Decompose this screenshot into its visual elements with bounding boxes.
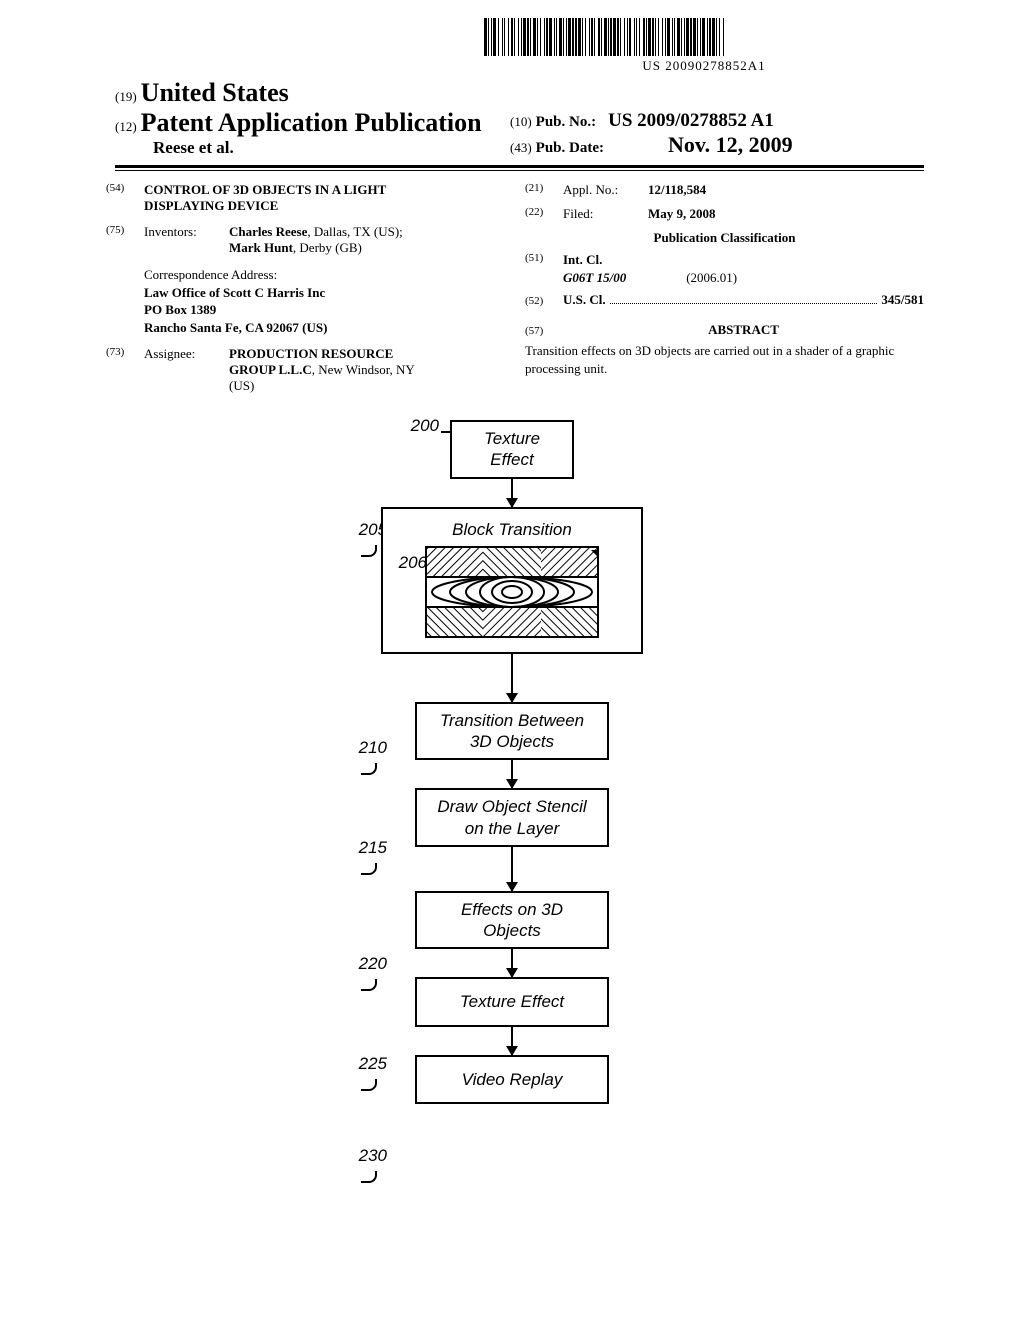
correspondence-1: Law Office of Scott C Harris Inc [144, 285, 325, 300]
barcode-block: US 20090278852A1 [484, 18, 924, 74]
inventor-2-name: Mark Hunt [229, 240, 293, 255]
inventors-list: Charles Reese, Dallas, TX (US); Mark Hun… [229, 224, 403, 256]
box-230: Video Replay [415, 1055, 609, 1104]
code-12: (12) [115, 119, 137, 134]
header-right: (10) Pub. No.: US 2009/0278852 A1 (43) P… [510, 110, 793, 158]
box-200: Texture Effect [450, 420, 574, 479]
patent-page: US 20090278852A1 (19) United States (12)… [0, 0, 1024, 1320]
code-21: (21) [525, 182, 563, 198]
arrow-icon [511, 949, 513, 977]
correspondence-label: Correspondence Address: [144, 267, 277, 282]
abstract-title: ABSTRACT [563, 322, 924, 338]
correspondence-2: PO Box 1389 [144, 302, 216, 317]
arrow-icon [511, 479, 513, 507]
box-205-title: Block Transition [397, 519, 627, 540]
code-57: (57) [525, 325, 563, 337]
abstract-text: Transition effects on 3D objects are car… [525, 342, 924, 377]
uscl-dots [610, 302, 878, 304]
code-52: (52) [525, 295, 563, 307]
arrow-icon [511, 847, 513, 891]
biblio: (54) CONTROL OF 3D OBJECTS IN A LIGHT DI… [106, 182, 924, 402]
intcl-code: G06T 15/00 [563, 270, 626, 286]
code-19: (19) [115, 89, 137, 104]
code-43: (43) [510, 140, 532, 155]
assignee: PRODUCTION RESOURCE GROUP L.L.C, New Win… [229, 346, 439, 394]
box-205: Block Transition 206 [381, 507, 643, 654]
flowchart: 200 Texture Effect 205 Block Transition … [0, 420, 1024, 1104]
box-220: Effects on 3D Objects [415, 891, 609, 950]
inventor-2-loc: , Derby (GB) [293, 240, 362, 255]
assignee-label: Assignee: [144, 346, 229, 394]
pubdate: Nov. 12, 2009 [668, 132, 793, 157]
arrow-icon [511, 654, 513, 702]
applno-label: Appl. No.: [563, 182, 648, 198]
code-22: (22) [525, 206, 563, 222]
pubno-label: Pub. No.: [536, 114, 596, 130]
uscl-label: U.S. Cl. [563, 292, 606, 308]
intcl-label: Int. Cl. [563, 252, 602, 268]
uscl-value: 345/581 [881, 292, 924, 308]
country: United States [141, 78, 289, 107]
invention-title: CONTROL OF 3D OBJECTS IN A LIGHT DISPLAY… [144, 182, 404, 214]
box-225: Texture Effect [415, 977, 609, 1026]
correspondence: Correspondence Address: Law Office of Sc… [144, 266, 505, 336]
pubno: US 2009/0278852 A1 [608, 110, 774, 131]
inventors-label: Inventors: [144, 224, 229, 256]
inventor-1-loc: , Dallas, TX (US); [307, 224, 402, 239]
code-51: (51) [525, 252, 563, 268]
code-73: (73) [106, 346, 144, 394]
doc-type: Patent Application Publication [141, 108, 482, 137]
code-75: (75) [106, 224, 144, 256]
box-210: Transition Between 3D Objects [415, 702, 609, 761]
intcl-date: (2006.01) [686, 270, 737, 286]
pubdate-label: Pub. Date: [536, 140, 604, 156]
label-230: 230 [359, 1146, 387, 1186]
biblio-left: (54) CONTROL OF 3D OBJECTS IN A LIGHT DI… [106, 182, 505, 402]
header-rules [115, 165, 924, 171]
applno: 12/118,584 [648, 182, 706, 198]
arrow-icon [511, 760, 513, 788]
transition-graphic [425, 546, 599, 638]
correspondence-3: Rancho Santa Fe, CA 92067 (US) [144, 320, 327, 335]
code-10: (10) [510, 114, 532, 129]
authors: Reese et al. [153, 138, 515, 158]
barcode-text: US 20090278852A1 [484, 58, 924, 74]
box-215: Draw Object Stencil on the Layer [415, 788, 609, 847]
pubclass-title: Publication Classification [525, 230, 924, 246]
biblio-right: (21) Appl. No.: 12/118,584 (22) Filed: M… [525, 182, 924, 402]
filed-date: May 9, 2008 [648, 206, 716, 222]
arrow-icon [511, 1027, 513, 1055]
inventor-1-name: Charles Reese [229, 224, 307, 239]
filed-label: Filed: [563, 206, 648, 222]
label-225: 225 [359, 1054, 387, 1094]
label-210: 210 [359, 738, 387, 778]
label-220: 220 [359, 954, 387, 994]
code-54: (54) [106, 182, 144, 214]
barcode-graphic [484, 18, 924, 56]
label-215: 215 [359, 838, 387, 878]
